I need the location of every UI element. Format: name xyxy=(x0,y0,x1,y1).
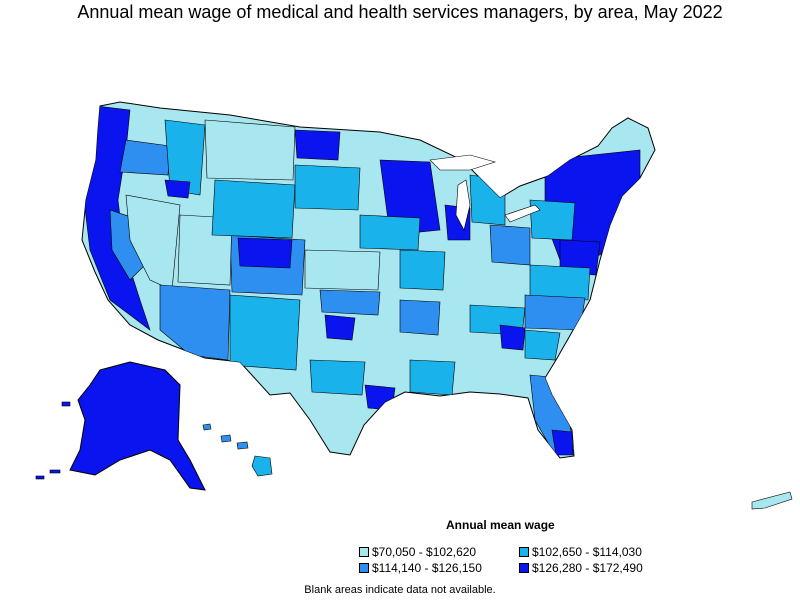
region-louisiana xyxy=(409,359,456,396)
legend-item-1: $70,050 - $102,620 xyxy=(359,545,476,559)
region-minnesota-east xyxy=(379,159,441,236)
legend-title: Annual mean wage xyxy=(446,518,555,532)
lake-michigan xyxy=(455,179,471,231)
region-kansas xyxy=(304,249,381,291)
region-michigan xyxy=(469,174,506,226)
legend-label-1: $70,050 - $102,620 xyxy=(372,545,477,559)
region-houston xyxy=(364,384,396,411)
region-new-mexico xyxy=(229,294,301,371)
puerto-rico xyxy=(751,491,793,510)
region-boise xyxy=(164,179,191,199)
legend-swatch-4 xyxy=(519,563,529,573)
map-title: Annual mean wage of medical and health s… xyxy=(77,2,723,22)
region-wyoming xyxy=(211,179,296,239)
region-miami xyxy=(551,429,574,456)
region-atlanta xyxy=(499,324,526,351)
region-texas-east xyxy=(309,359,366,396)
footnote: Blank areas indicate data not available. xyxy=(304,584,496,596)
legend-item-4: $126,280 - $172,490 xyxy=(519,561,643,575)
region-dallas xyxy=(324,314,356,341)
region-arkansas xyxy=(399,299,441,336)
lake-erie xyxy=(504,204,541,223)
hawaii xyxy=(202,423,273,477)
legend-label-4: $126,280 - $172,490 xyxy=(532,561,643,575)
region-idaho xyxy=(164,119,206,196)
region-arizona xyxy=(159,284,231,361)
region-pennsylvania xyxy=(529,199,576,241)
region-virginia xyxy=(529,264,591,301)
region-north-dakota xyxy=(294,129,341,161)
region-denver xyxy=(237,237,293,269)
region-iowa xyxy=(359,214,421,251)
region-montana xyxy=(204,119,296,181)
region-oklahoma xyxy=(319,289,381,316)
region-north-carolina xyxy=(524,294,586,331)
aleutian-islands xyxy=(35,401,71,480)
lake-superior xyxy=(429,154,497,171)
region-maryland-dc xyxy=(559,239,601,276)
legend-swatch-2 xyxy=(519,547,529,557)
region-south-dakota xyxy=(294,164,361,211)
legend-item-3: $114,140 - $126,150 xyxy=(359,561,482,575)
legend-swatch-3 xyxy=(359,563,369,573)
legend-label-2: $102,650 - $114,030 xyxy=(532,545,642,559)
region-missouri xyxy=(399,249,446,291)
region-ohio xyxy=(489,224,531,266)
region-south-carolina xyxy=(524,329,561,361)
legend-item-2: $102,650 - $114,030 xyxy=(519,545,642,559)
alaska xyxy=(69,361,206,491)
legend-label-3: $114,140 - $126,150 xyxy=(372,561,482,575)
region-oregon xyxy=(119,139,171,176)
legend-swatch-1 xyxy=(359,547,369,557)
